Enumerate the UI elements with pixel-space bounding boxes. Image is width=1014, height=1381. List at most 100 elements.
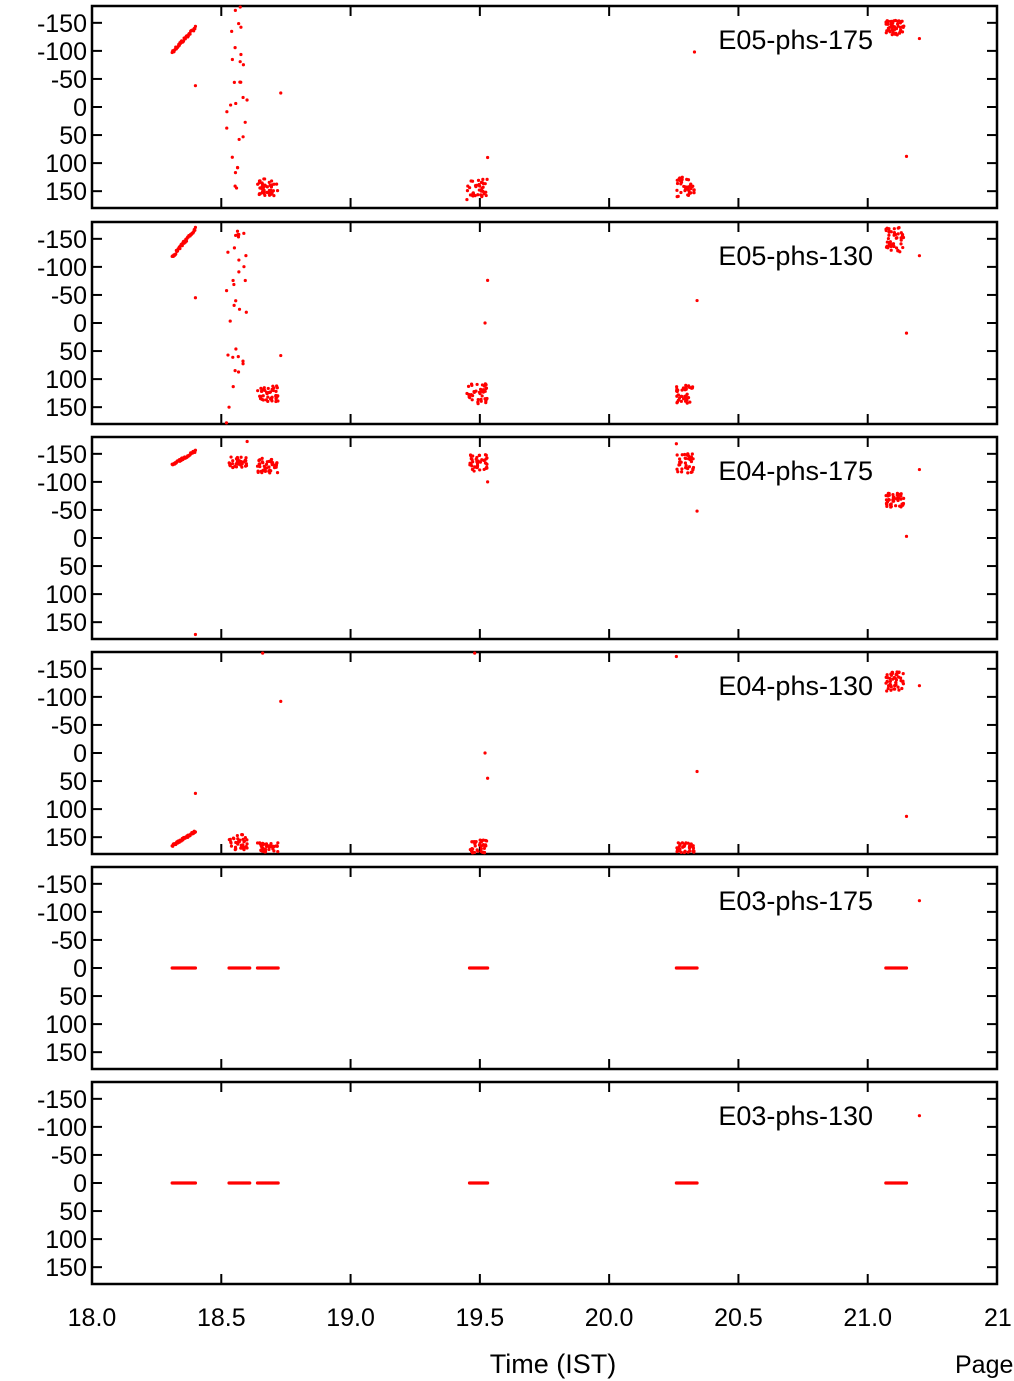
y-tick-label: 0 — [73, 94, 87, 122]
data-point — [885, 21, 889, 26]
data-point — [248, 1181, 252, 1185]
data-point — [896, 493, 900, 497]
data-point — [691, 846, 696, 850]
data-point — [689, 459, 694, 464]
y-tick-label: 50 — [59, 1198, 87, 1226]
data-point — [691, 184, 695, 188]
data-point — [892, 675, 897, 680]
data-point — [901, 672, 905, 676]
data-point — [899, 497, 903, 501]
data-point — [898, 25, 902, 29]
data-point — [244, 254, 248, 258]
data-point — [242, 231, 246, 235]
data-point — [257, 192, 262, 196]
data-point — [255, 464, 260, 468]
data-point — [476, 398, 480, 402]
data-point — [477, 188, 481, 192]
data-points — [170, 899, 922, 970]
data-point — [692, 188, 696, 192]
data-point — [240, 844, 244, 848]
data-point — [263, 177, 267, 181]
data-point — [695, 298, 699, 303]
data-point — [261, 651, 265, 655]
y-tick-label: 0 — [73, 740, 87, 768]
data-point — [894, 497, 899, 501]
data-point — [229, 455, 233, 459]
y-tick-label: 150 — [45, 609, 87, 637]
y-tick-label: 150 — [45, 824, 87, 852]
y-tick-label: -50 — [51, 712, 87, 740]
data-point — [695, 966, 699, 970]
data-point — [229, 841, 233, 845]
data-point — [181, 39, 186, 43]
data-point — [267, 193, 272, 197]
data-point — [233, 464, 237, 468]
data-point — [266, 395, 270, 399]
data-point — [227, 461, 231, 465]
data-point — [891, 30, 895, 35]
data-point — [266, 191, 270, 195]
data-point — [675, 188, 679, 192]
panel-label: E04-phs-130 — [718, 671, 873, 701]
y-tick-label: 0 — [73, 310, 87, 338]
data-point — [465, 391, 469, 396]
data-point — [695, 509, 699, 513]
y-tick-label: 100 — [45, 796, 87, 824]
data-point — [465, 197, 469, 202]
data-point — [243, 120, 247, 124]
data-point — [274, 844, 279, 848]
data-point — [688, 455, 693, 460]
data-point — [889, 685, 893, 689]
data-point — [232, 303, 236, 307]
data-point — [888, 242, 892, 246]
data-point — [899, 679, 903, 683]
data-point — [891, 495, 895, 499]
data-point — [260, 460, 264, 464]
data-points — [170, 651, 922, 855]
panel-label: E05-phs-175 — [718, 25, 873, 55]
data-point — [686, 185, 691, 189]
data-point — [889, 19, 893, 24]
y-tick-label: -150 — [37, 226, 87, 254]
data-point — [889, 25, 894, 29]
y-tick-label: 50 — [59, 768, 87, 796]
data-point — [675, 849, 679, 854]
data-point — [245, 439, 249, 444]
data-point — [275, 471, 280, 475]
data-point — [684, 385, 688, 389]
data-point — [675, 467, 679, 471]
data-point — [483, 397, 487, 401]
data-point — [193, 632, 198, 637]
x-axis: 18.0 18.5 19.0 19.5 20.0 20.5 21.0 21 — [68, 1304, 1012, 1332]
data-point — [267, 180, 271, 185]
data-point — [242, 840, 246, 844]
data-point — [244, 310, 248, 314]
data-point — [261, 186, 266, 190]
data-point — [263, 388, 267, 393]
data-point — [269, 179, 274, 183]
data-point — [238, 80, 242, 84]
data-point — [230, 155, 234, 159]
data-point — [674, 442, 678, 446]
data-point — [468, 463, 472, 467]
data-point — [270, 183, 274, 187]
data-point — [695, 769, 699, 774]
data-point — [904, 154, 909, 158]
data-point — [894, 680, 898, 685]
data-point — [896, 249, 900, 253]
data-point — [885, 689, 889, 693]
data-point — [245, 846, 249, 850]
data-point — [265, 392, 269, 396]
data-point — [241, 135, 245, 139]
data-point — [237, 270, 241, 274]
data-point — [241, 362, 245, 366]
data-point — [473, 844, 477, 848]
data-point — [486, 278, 490, 282]
data-point — [478, 184, 482, 188]
data-point — [893, 687, 897, 691]
data-point — [886, 26, 891, 30]
data-point — [695, 1181, 699, 1185]
data-point — [227, 405, 231, 409]
